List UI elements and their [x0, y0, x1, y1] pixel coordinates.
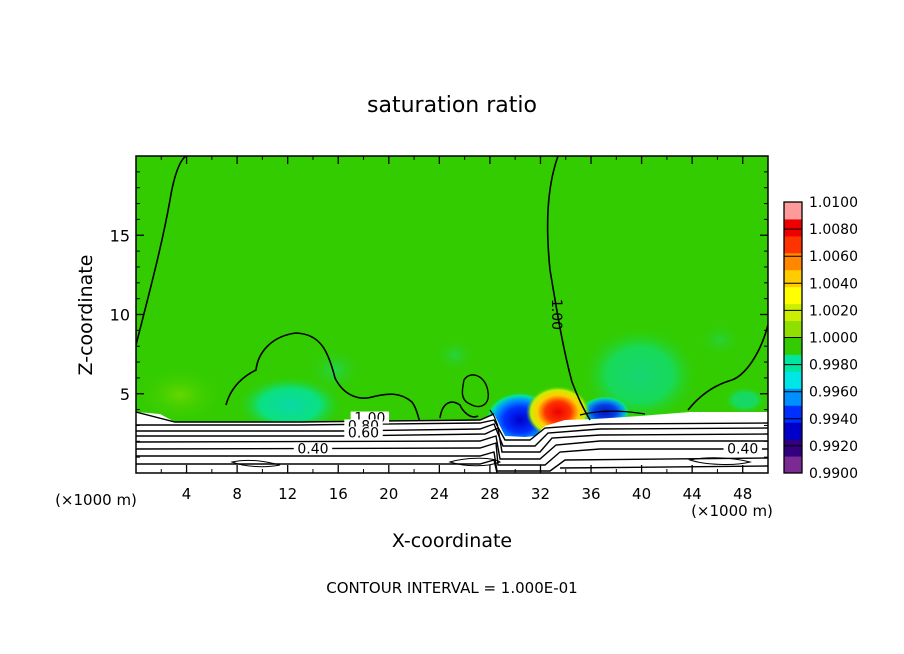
x-unit-right: (×1000 m) [691, 502, 773, 520]
contour-label: 1.00 [548, 299, 564, 330]
colorbar-swatch [784, 337, 802, 355]
colorbar-swatch [784, 235, 802, 254]
contour-label-bg [344, 426, 383, 439]
x-tick-label: 4 [182, 485, 192, 503]
chart-title: saturation ratio [367, 93, 537, 118]
y-axis: 5 10 15 [110, 171, 768, 458]
colorbar-label: 1.0060 [809, 249, 858, 265]
colorbar-label: 1.0000 [809, 331, 858, 347]
colorbar-label: 0.9900 [809, 466, 858, 482]
contour-1-00 [136, 156, 768, 421]
colorbar-label: 0.9980 [809, 358, 858, 374]
x-tick-label: 12 [278, 485, 297, 503]
colorbar-label: 0.9940 [809, 412, 858, 428]
x-tick-label: 16 [329, 485, 348, 503]
colorbar: 1.0100 1.0080 1.0060 1.0040 1.0020 1.0000 0.99… [783, 195, 858, 482]
colorbar-swatch [784, 439, 802, 457]
x-tick-label: 28 [480, 485, 499, 503]
x-tick-label: 20 [379, 485, 398, 503]
colorbar-swatch [784, 354, 802, 372]
x-tick-label: 8 [232, 485, 242, 503]
colorbar-swatch [784, 269, 802, 288]
colorbar-label: 0.9920 [809, 439, 858, 455]
x-tick-label: 24 [430, 485, 449, 503]
colorbar-swatch [784, 303, 802, 322]
contour-label: 0.40 [727, 441, 758, 457]
contour-label-bg [723, 442, 762, 455]
field-blob [695, 320, 745, 360]
x-axis-title: X-coordinate [392, 530, 512, 552]
field-blob [433, 337, 477, 373]
colorbar-swatch [784, 252, 802, 271]
contour-label-bg [293, 442, 333, 455]
x-tick-label: 44 [683, 485, 702, 503]
colorbar-swatch [784, 422, 802, 440]
x-tick-label: 48 [733, 485, 752, 503]
contour-right-edge [136, 411, 495, 423]
y-tick-label: 10 [110, 306, 130, 325]
x-tick-label: 36 [581, 485, 600, 503]
field-blob [723, 386, 767, 414]
colorbar-swatch [784, 388, 802, 406]
x-axis: 4 8 12 16 20 24 28 32 36 40 44 48 [160, 156, 752, 503]
x-tick-label: 40 [632, 485, 651, 503]
x-tick-label: 32 [531, 485, 550, 503]
contour-label: 0.40 [297, 441, 328, 457]
colorbar-label: 0.9960 [809, 385, 858, 401]
colorbar-swatch [784, 218, 802, 237]
colorbar-label: 1.0040 [809, 276, 858, 292]
x-unit-left: (×1000 m) [55, 491, 137, 509]
y-axis-title: Z-coordinate [75, 255, 97, 376]
colorbar-swatch [784, 202, 802, 220]
colorbar-swatch [784, 320, 802, 338]
colorbar-label: 1.0100 [809, 195, 858, 211]
y-tick-label: 15 [110, 226, 130, 245]
contour-label: 0.60 [348, 426, 379, 442]
plot-area [136, 156, 768, 473]
colorbar-swatch [784, 371, 802, 389]
colorbar-swatch [784, 405, 802, 423]
contour-interval-note: CONTOUR INTERVAL = 1.000E-01 [326, 579, 577, 597]
colorbar-label: 1.0020 [809, 303, 858, 319]
colorbar-swatch [784, 456, 802, 474]
contour-label-layer: 1.000.800.600.40 0.401.00 [293, 299, 762, 457]
field-blob [305, 345, 365, 395]
terrain-mask [136, 412, 768, 473]
y-tick-label: 5 [120, 385, 130, 404]
colorbar-label: 1.0080 [809, 222, 858, 238]
colorbar-swatch [784, 286, 802, 305]
field-blob [136, 365, 225, 425]
